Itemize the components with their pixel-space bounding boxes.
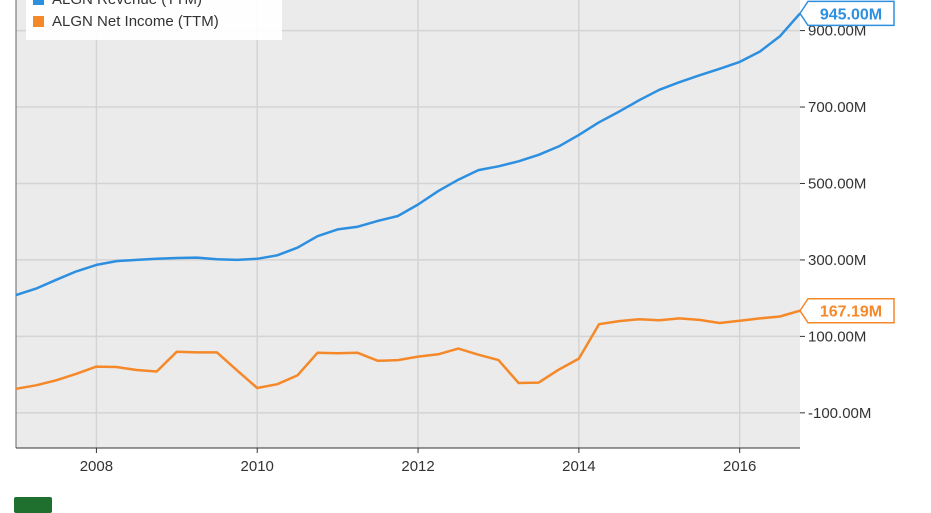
plot-area bbox=[16, 0, 800, 448]
legend-label: ALGN Net Income (TTM) bbox=[52, 13, 219, 30]
x-tick-label: 2016 bbox=[723, 458, 756, 475]
y-tick-label: 300.00M bbox=[808, 252, 866, 269]
y-tick-label: 500.00M bbox=[808, 175, 866, 192]
x-tick-label: 2012 bbox=[401, 458, 434, 475]
legend-swatch bbox=[33, 16, 44, 27]
x-tick-label: 2010 bbox=[241, 458, 274, 475]
callout-value: 945.00M bbox=[820, 6, 882, 23]
legend: ALGN Revenue (TTM) ALGN Net Income (TTM) bbox=[26, 0, 282, 40]
legend-swatch bbox=[33, 0, 44, 5]
logo-icon bbox=[14, 497, 52, 513]
x-tick-label: 2008 bbox=[80, 458, 113, 475]
legend-label: ALGN Revenue (TTM) bbox=[52, 0, 202, 8]
y-tick-label: 700.00M bbox=[808, 99, 866, 116]
x-tick-label: 2014 bbox=[562, 458, 595, 475]
end-value-callout-1: 167.19M bbox=[800, 299, 894, 323]
callout-value: 167.19M bbox=[820, 304, 882, 321]
end-value-callout-0: 945.00M bbox=[800, 1, 894, 25]
y-tick-label: -100.00M bbox=[808, 405, 871, 422]
y-tick-label: 100.00M bbox=[808, 328, 866, 345]
